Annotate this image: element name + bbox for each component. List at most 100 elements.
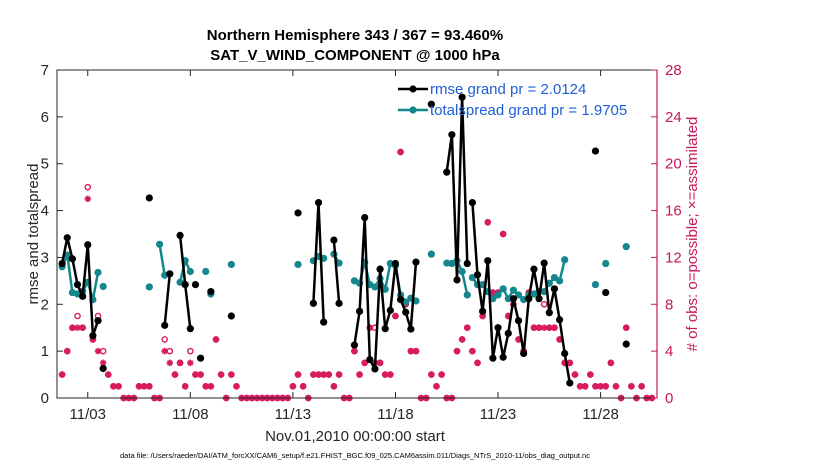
totalspread-marker bbox=[227, 260, 235, 269]
obs-assimilated-marker bbox=[469, 347, 476, 355]
axes-layer: 11/03 11/08 11/13 11/18 11/23 11/280123456704… bbox=[41, 62, 682, 423]
totalspread-marker bbox=[622, 243, 630, 251]
totalspread-marker bbox=[63, 251, 71, 259]
obs-assimilated-marker bbox=[638, 382, 645, 390]
obs-assimilated-marker bbox=[176, 359, 184, 367]
obs-assimilated-stroke bbox=[320, 371, 327, 378]
totalspread-marker bbox=[458, 267, 466, 276]
obs-assimilated-marker bbox=[412, 347, 420, 355]
obs-assimilated-stroke bbox=[500, 231, 507, 237]
rmse-marker bbox=[68, 255, 76, 263]
rmse-marker bbox=[448, 131, 456, 139]
obs-assimilated-marker bbox=[376, 359, 384, 367]
obs-assimilated-stroke bbox=[295, 371, 301, 378]
obs-assimilated-stroke bbox=[172, 371, 178, 378]
obs-assimilated-marker bbox=[289, 382, 297, 390]
obs-assimilated-stroke bbox=[628, 383, 635, 390]
obs-assimilated-stroke bbox=[74, 324, 81, 331]
rmse-marker bbox=[371, 365, 379, 373]
obs-assimilated-stroke bbox=[197, 371, 204, 378]
obs-possible-marker bbox=[540, 300, 548, 308]
obs-assimilated-stroke bbox=[377, 359, 383, 366]
obs-assimilated-marker bbox=[433, 382, 440, 390]
rmse-marker bbox=[463, 259, 471, 268]
obs-assimilated-marker bbox=[187, 359, 194, 367]
obs-assimilated-marker bbox=[146, 382, 153, 390]
obs-assimilated-marker bbox=[622, 324, 630, 332]
obs-assimilated-marker bbox=[361, 359, 368, 367]
x-tick-label: 11/08 bbox=[172, 406, 208, 423]
obs-assimilated-stroke bbox=[69, 324, 76, 331]
rmse-marker bbox=[530, 265, 538, 273]
obs-assimilated-stroke bbox=[602, 383, 609, 390]
obs-assimilated-stroke bbox=[592, 383, 599, 390]
obs-assimilated-marker bbox=[166, 359, 174, 367]
totalspread-marker bbox=[555, 277, 564, 285]
rmse-marker bbox=[84, 241, 92, 249]
obs-possible-marker bbox=[74, 312, 81, 320]
totalspread-marker bbox=[504, 295, 512, 303]
obs-assimilated-stroke bbox=[105, 371, 112, 378]
totalspread-marker bbox=[463, 291, 471, 299]
obs-assimilated-marker bbox=[63, 347, 71, 355]
obs-assimilated-marker bbox=[438, 371, 445, 378]
obs-assimilated-marker bbox=[294, 371, 302, 378]
obs-assimilated-marker bbox=[330, 382, 338, 390]
y-left-tick-label: 1 bbox=[41, 343, 49, 360]
rmse-marker bbox=[412, 258, 420, 266]
obs-assimilated-stroke bbox=[233, 383, 240, 390]
rmse-marker bbox=[314, 199, 323, 207]
totalspread-marker bbox=[186, 267, 194, 276]
rmse-marker bbox=[622, 340, 630, 348]
obs-assimilated-marker bbox=[499, 230, 507, 238]
rmse-marker bbox=[443, 168, 451, 176]
rmse-marker bbox=[161, 321, 169, 329]
chart-title-line2: SAT_V_WIND_COMPONENT @ 1000 hPa bbox=[210, 47, 500, 64]
obs-assimilated-stroke bbox=[459, 336, 465, 343]
rmse-marker bbox=[381, 325, 389, 333]
line-layer bbox=[58, 93, 630, 387]
rmse-marker bbox=[335, 299, 343, 307]
obs-assimilated-marker bbox=[228, 371, 235, 378]
totalspread-line-segment bbox=[158, 244, 166, 276]
obs-assimilated-stroke bbox=[218, 371, 224, 378]
obs-assimilated-stroke bbox=[454, 348, 460, 355]
obs-assimilated-stroke bbox=[541, 324, 548, 331]
totalspread-marker bbox=[561, 256, 569, 264]
rmse-marker bbox=[350, 341, 359, 349]
obs-assimilated-marker bbox=[161, 347, 168, 355]
y-right-tick-label: 28 bbox=[665, 62, 682, 79]
obs-assimilated-marker bbox=[392, 312, 399, 320]
rmse-marker bbox=[355, 307, 364, 315]
obs-assimilated-stroke bbox=[59, 371, 65, 378]
rmse-marker bbox=[391, 259, 400, 268]
totalspread-marker bbox=[494, 291, 502, 299]
obs-assimilated-marker bbox=[207, 382, 215, 390]
y-left-tick-label: 4 bbox=[41, 203, 49, 220]
rmse-marker bbox=[176, 231, 184, 240]
obs-assimilated-stroke bbox=[407, 348, 414, 355]
obs-possible-marker bbox=[84, 183, 92, 191]
totalspread-marker bbox=[514, 291, 523, 299]
plot-frame bbox=[57, 70, 657, 398]
obs-assimilated-stroke bbox=[177, 359, 183, 366]
plot-area bbox=[57, 70, 657, 398]
rmse-line-segment bbox=[332, 239, 341, 304]
totalspread-marker bbox=[294, 260, 302, 269]
rmse-marker bbox=[402, 308, 410, 316]
rmse-marker bbox=[427, 100, 435, 108]
totalspread-marker bbox=[94, 268, 102, 277]
obs-assimilated-stroke bbox=[79, 324, 86, 331]
totalspread-marker bbox=[155, 240, 164, 248]
rmse-marker bbox=[407, 325, 415, 333]
obs-assimilated-stroke bbox=[469, 348, 476, 355]
rmse-marker bbox=[479, 307, 487, 315]
obs-assimilated-marker bbox=[535, 324, 543, 332]
obs-assimilated-marker bbox=[551, 324, 558, 332]
rmse-marker bbox=[453, 276, 461, 284]
legend-rmse-label: rmse grand pr = 2.0124 bbox=[430, 81, 586, 98]
rmse-marker bbox=[330, 236, 338, 244]
obs-assimilated-stroke bbox=[300, 383, 307, 390]
obs-assimilated-stroke bbox=[397, 149, 404, 155]
